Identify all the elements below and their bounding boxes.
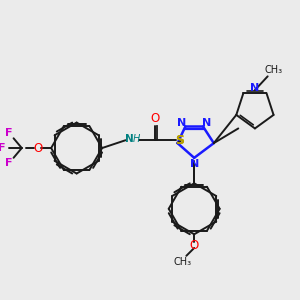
Text: N: N bbox=[125, 134, 134, 144]
Text: H: H bbox=[133, 134, 140, 144]
Text: F: F bbox=[0, 143, 6, 153]
Text: O: O bbox=[150, 112, 160, 125]
Text: N: N bbox=[190, 159, 199, 169]
Text: S: S bbox=[175, 134, 184, 147]
Text: N: N bbox=[177, 118, 186, 128]
Text: O: O bbox=[34, 142, 43, 154]
Text: N: N bbox=[202, 118, 212, 128]
Text: F: F bbox=[5, 158, 13, 168]
Text: F: F bbox=[5, 128, 13, 138]
Text: O: O bbox=[190, 238, 199, 251]
Text: CH₃: CH₃ bbox=[173, 257, 191, 267]
Text: CH₃: CH₃ bbox=[265, 65, 283, 76]
Text: S: S bbox=[175, 134, 184, 147]
Text: N: N bbox=[250, 83, 260, 93]
